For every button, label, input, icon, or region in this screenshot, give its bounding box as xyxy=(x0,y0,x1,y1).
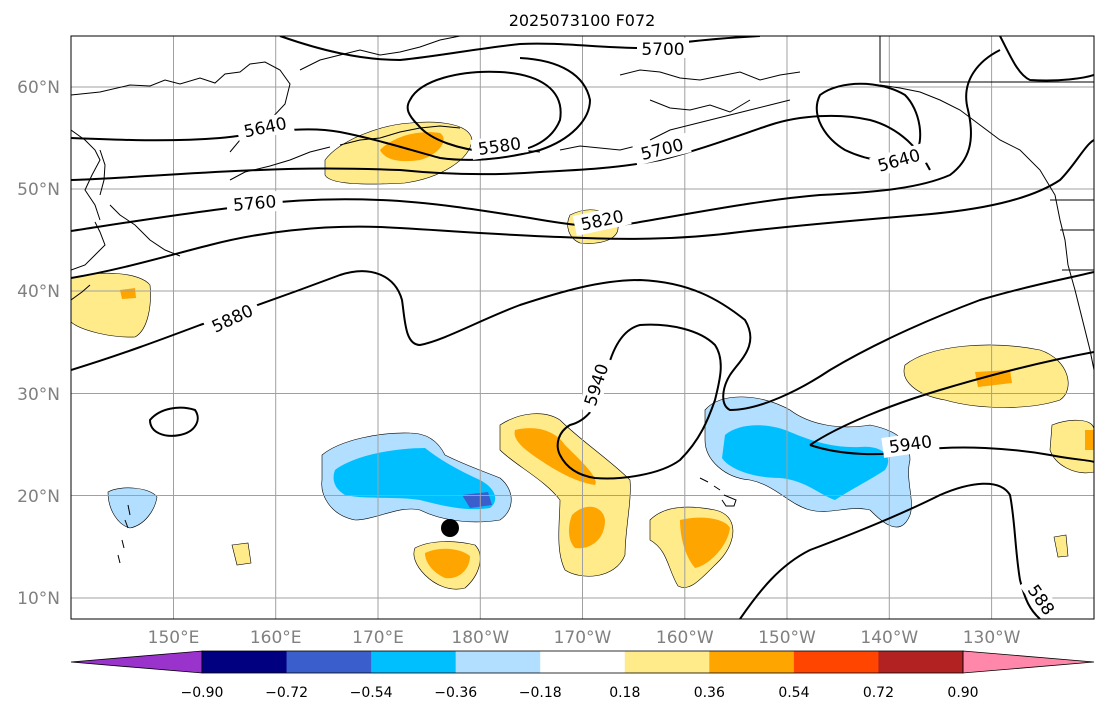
coast-hawaii xyxy=(699,477,737,507)
colorbar-outline xyxy=(201,650,964,674)
coast-sakhalin-kuril xyxy=(99,149,181,257)
lon-label: 130°W xyxy=(963,628,1021,648)
lon-label: 180°W xyxy=(451,628,509,648)
lon-label: 170°W xyxy=(554,628,612,648)
colorbar-min-extension xyxy=(70,650,203,674)
colorbar-tick-label: 0.54 xyxy=(778,685,809,701)
anomaly-positive-small-west xyxy=(231,542,252,566)
lat-label: 40°N xyxy=(17,282,60,302)
lon-label: 150°E xyxy=(148,628,200,648)
colorbar-tick-label: −0.36 xyxy=(434,685,477,701)
anomaly-positive-small-east xyxy=(1053,534,1069,558)
colorbar-tick-label: −0.54 xyxy=(350,685,393,701)
lon-label: 160°W xyxy=(656,628,714,648)
anomaly-negative-west-central-core xyxy=(333,448,496,510)
colorbar-tick-label: −0.18 xyxy=(519,685,562,701)
map-frame xyxy=(70,35,1095,620)
colorbar-segments xyxy=(202,651,964,673)
map-panel: 5700 5640 5580 5700 5640 5760 5820 5880 … xyxy=(70,35,1095,626)
lat-label: 20°N xyxy=(17,487,60,507)
colorbar-tick-label: −0.90 xyxy=(181,685,224,701)
colorbar-tick-label: 0.18 xyxy=(609,685,640,701)
contour-5580-low xyxy=(406,70,562,154)
anomaly-positive-hawaii-south-core xyxy=(680,517,730,568)
coast-chukotka xyxy=(299,36,461,71)
colorbar-tick-label: 0.36 xyxy=(694,685,725,701)
colorbar-tick-label: 0.72 xyxy=(863,685,894,701)
anomaly-positive-east-pacific-core xyxy=(975,370,1012,387)
colorbar-max-extension xyxy=(962,650,1095,674)
colorbar-tick-label: −0.72 xyxy=(265,685,308,701)
colorbar-segment xyxy=(455,651,541,673)
lat-label: 50°N xyxy=(17,180,60,200)
colorbar: −0.90 −0.72 −0.54 −0.36 −0.18 0.18 0.36 … xyxy=(70,650,1095,701)
colorbar-segment xyxy=(286,651,372,673)
coast-japan-honshu xyxy=(71,221,106,301)
negative-anomaly-fields xyxy=(107,396,912,529)
lon-label: 160°E xyxy=(250,628,302,648)
colorbar-segment xyxy=(202,651,288,673)
coast-gulf-of-alaska xyxy=(879,84,1069,266)
coast-canada-border xyxy=(879,36,1094,271)
contour-5940-east xyxy=(809,351,1094,446)
lat-label: 30°N xyxy=(17,385,60,405)
longitude-labels: 150°E 160°E 170°E 180°W 170°W 160°W 150°… xyxy=(148,628,1021,648)
anomaly-positive-central-pacific-core-2 xyxy=(568,506,605,549)
colorbar-segment xyxy=(878,651,964,673)
contour-5880 xyxy=(71,270,1094,412)
contour-5640-west xyxy=(71,57,592,161)
contour-label: 5700 xyxy=(641,40,684,60)
anomaly-positive-tropic-west-core xyxy=(425,548,470,579)
lon-label: 150°W xyxy=(758,628,816,648)
coast-alaska-west xyxy=(619,69,801,113)
colorbar-segment xyxy=(624,651,710,673)
lat-label: 60°N xyxy=(17,78,60,98)
contour-5820 xyxy=(71,139,1094,279)
colorbar-segment xyxy=(793,651,879,673)
storm-center-marker xyxy=(441,519,459,537)
colorbar-segment xyxy=(540,651,626,673)
lon-label: 140°W xyxy=(860,628,918,648)
colorbar-segment xyxy=(709,651,795,673)
lon-label: 170°E xyxy=(352,628,404,648)
latitude-labels: 60°N 50°N 40°N 30°N 20°N 10°N xyxy=(17,78,60,609)
anomaly-positive-japan xyxy=(71,272,151,338)
colorbar-segment xyxy=(371,651,457,673)
anomaly-negative-east-central-core xyxy=(722,425,889,500)
coast-marianas xyxy=(117,504,131,564)
coast-sea-of-okhotsk xyxy=(71,129,101,221)
colorbar-tick-label: 0.90 xyxy=(947,685,978,701)
lat-label: 10°N xyxy=(17,589,60,609)
anomaly-negative-guam xyxy=(107,487,158,529)
contour-5940-east-lower xyxy=(809,444,1094,463)
colorbar-ticks: −0.90 −0.72 −0.54 −0.36 −0.18 0.18 0.36 … xyxy=(181,685,979,701)
contour-5700 xyxy=(71,114,931,181)
contour-label: 5760 xyxy=(232,192,277,216)
contour-west-closed xyxy=(148,406,199,437)
contour-5880-south xyxy=(739,482,1041,619)
anomaly-positive-mexico-coast-core xyxy=(1085,430,1094,450)
contour-5940 xyxy=(556,323,722,480)
map-title: 2025073100 F072 xyxy=(509,11,656,30)
coast-alaska-peninsula xyxy=(649,99,791,141)
contour-se-edge xyxy=(999,36,1094,82)
coast-aleutians xyxy=(229,125,641,181)
